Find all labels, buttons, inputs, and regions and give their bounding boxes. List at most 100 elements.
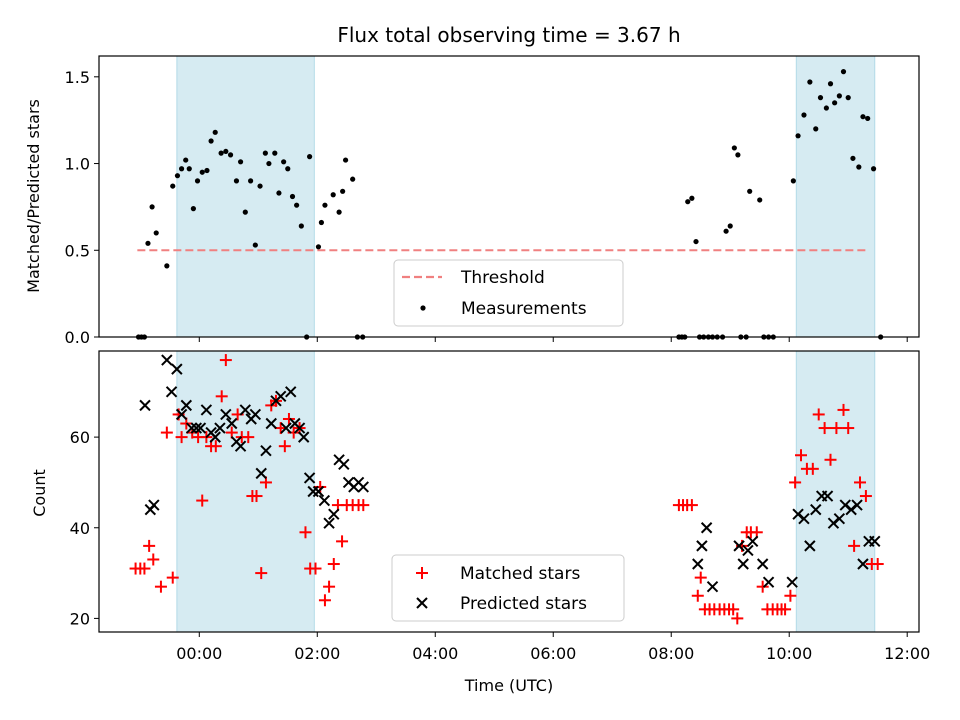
measurement-point: [289, 193, 296, 200]
measurement-point: [823, 105, 829, 111]
predicted-star-point: [762, 576, 775, 588]
predicted-star-point: [700, 522, 713, 534]
matched-star-point: [323, 580, 336, 593]
measurement-point: [723, 228, 729, 234]
predicted-star-point: [234, 440, 247, 452]
predicted-star-point: [696, 540, 708, 552]
bottom-xtick-label: 04:00: [412, 644, 458, 663]
measurement-point: [266, 160, 272, 167]
legend-threshold-label: Threshold: [460, 268, 545, 288]
top-ytick-label: 0.5: [65, 241, 90, 260]
measurement-point: [174, 173, 181, 179]
measurement-point: [223, 148, 229, 155]
bottom-ytick-label: 40: [70, 519, 90, 538]
bottom-panel-counts: 20 40 60 00:00 02:00 04:00 06:00 08:00 10:00 12:…: [30, 350, 930, 695]
top-ytick-label: 0.0: [65, 328, 90, 347]
predicted-star-point: [869, 535, 881, 548]
measurement-point: [183, 157, 189, 163]
measurement-point: [790, 178, 796, 184]
matched-star-point: [818, 422, 831, 435]
matched-star-point: [830, 422, 843, 435]
measurement-point: [693, 238, 699, 245]
matched-star-point: [691, 589, 704, 602]
predicted-star-point: [821, 490, 834, 502]
legend-predicted-label: Predicted stars: [460, 594, 587, 614]
measurement-point: [294, 202, 300, 208]
measurement-point: [298, 223, 304, 229]
predicted-star-point: [786, 576, 798, 588]
measurement-point: [307, 154, 313, 160]
measurement-point: [242, 209, 248, 215]
predicted-star-point: [338, 458, 350, 471]
predicted-star-point: [851, 499, 863, 511]
bottom-observing-intervals: [176, 350, 876, 633]
bottom-xtick-label: 02:00: [294, 644, 340, 663]
measurement-point: [813, 126, 819, 132]
matched-star-point: [318, 594, 331, 607]
predicted-star-point: [297, 431, 310, 443]
predicted-star-point: [756, 558, 769, 570]
predicted-star-point: [180, 399, 193, 412]
matched-star-point: [854, 476, 867, 489]
predicted-star-point: [323, 517, 335, 529]
measurement-point: [208, 138, 214, 144]
measurement-point: [807, 79, 813, 85]
measurement-point: [318, 219, 325, 226]
measurement-point: [336, 209, 342, 215]
matched-star-point: [336, 535, 349, 548]
measurement-point: [257, 183, 263, 189]
measurement-point: [276, 190, 282, 196]
measurement-point: [801, 112, 807, 118]
matched-star-point: [842, 422, 855, 435]
bottom-xtick-label: 10:00: [766, 644, 812, 663]
matched-star-point: [848, 539, 861, 552]
predicted-star-point: [200, 404, 213, 416]
measurement-point: [199, 169, 205, 175]
predicted-star-point: [171, 363, 183, 375]
predicted-star-point: [209, 431, 221, 443]
predicted-star-point: [810, 503, 822, 516]
predicted-star-point: [285, 386, 297, 398]
measurement-point: [827, 81, 834, 87]
matched-star-point: [727, 603, 740, 616]
predicted-star-point: [265, 417, 277, 430]
bottom-y-axis: 20 40 60: [70, 428, 99, 628]
matched-star-point: [299, 526, 312, 539]
predicted-star-point: [249, 408, 262, 421]
predicted-star-point: [239, 404, 252, 416]
predicted-star-point: [733, 540, 745, 552]
matched-star-point: [154, 580, 167, 593]
predicted-star-point: [260, 445, 272, 457]
measurement-point: [860, 114, 866, 120]
measurement-point: [727, 223, 733, 229]
matched-star-point: [160, 426, 173, 439]
legend-matched-swatch: [416, 567, 428, 579]
predicted-star-point: [161, 354, 173, 366]
predicted-star-point: [798, 512, 810, 525]
bottom-xtick-label: 12:00: [884, 644, 930, 663]
predicted-star-point: [220, 408, 232, 421]
predicted-star-point: [742, 544, 754, 557]
measurement-point: [149, 204, 155, 210]
measurement-point: [227, 152, 234, 158]
measurement-point: [190, 206, 196, 212]
measurement-point: [330, 192, 336, 198]
predicted-star-point: [692, 558, 704, 570]
matched-star-point: [795, 449, 808, 462]
measurement-point: [285, 166, 291, 172]
matched-star-point: [166, 571, 179, 584]
bottom-xtick-label: 00:00: [176, 644, 222, 663]
predicted-star-point: [280, 422, 292, 434]
matched-star-point: [278, 440, 291, 453]
matched-star-point: [756, 580, 769, 593]
matched-star-point: [147, 553, 160, 566]
x-axis-label: Time (UTC): [464, 676, 553, 695]
measurement-point: [731, 145, 737, 151]
predicted-star-point: [139, 399, 151, 412]
measurement-point: [252, 242, 258, 248]
measurement-point: [735, 152, 741, 158]
measurement-point: [204, 167, 210, 174]
predicted-star-point: [175, 408, 188, 421]
bottom-shade-0: [176, 350, 315, 633]
